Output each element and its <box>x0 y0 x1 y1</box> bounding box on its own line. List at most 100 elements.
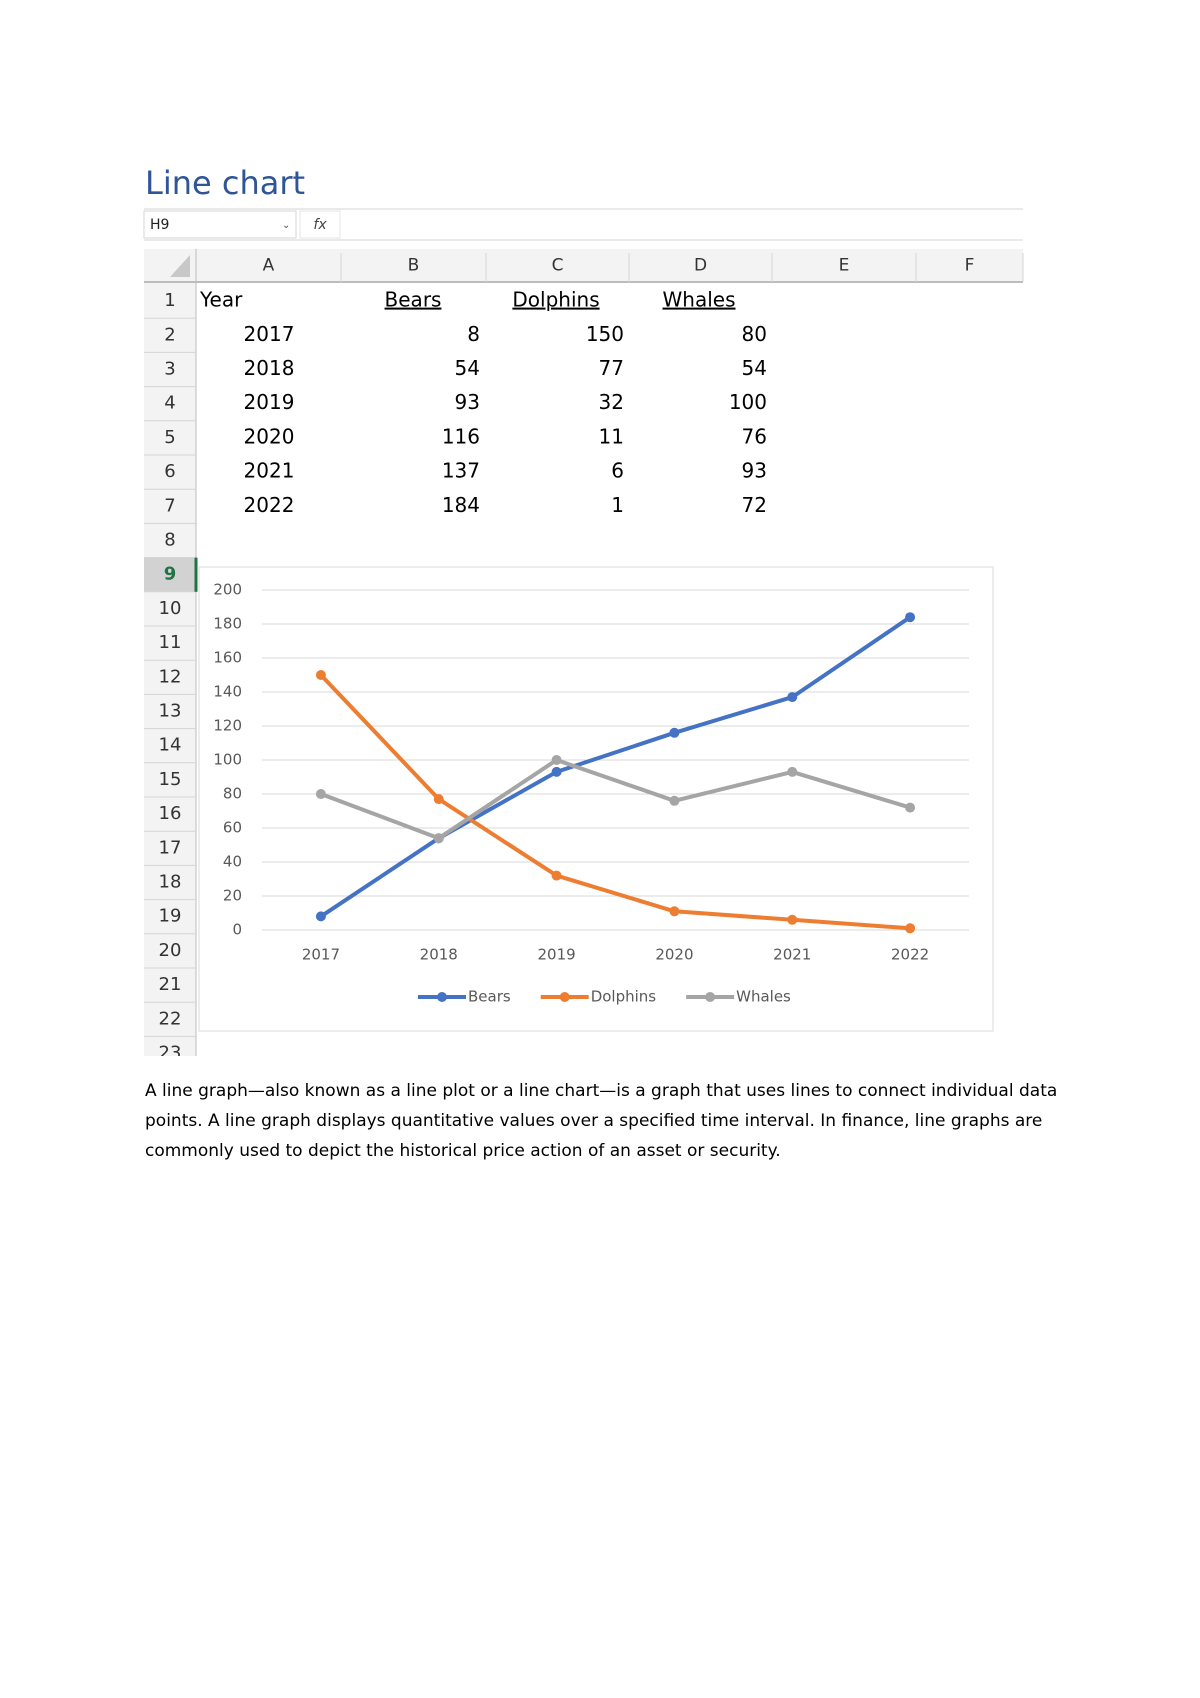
y-tick-label: 60 <box>223 819 242 837</box>
row-number: 5 <box>164 427 175 448</box>
cell: 93 <box>455 390 480 414</box>
row-number: 11 <box>159 632 182 653</box>
x-tick-label: 2018 <box>420 946 458 964</box>
cell: 150 <box>586 322 624 346</box>
x-tick-label: 2017 <box>302 946 340 964</box>
row-number: 16 <box>159 803 182 824</box>
row-number: 22 <box>159 1008 182 1029</box>
series-line <box>319 615 912 919</box>
legend-label: Bears <box>468 988 511 1006</box>
y-tick-label: 180 <box>213 615 242 633</box>
row-number: 1 <box>164 290 175 311</box>
data-point <box>551 766 562 777</box>
y-tick-label: 100 <box>213 751 242 769</box>
cell: 2020 <box>244 424 295 448</box>
legend-label: Whales <box>736 988 791 1006</box>
cell: 2018 <box>244 356 295 380</box>
row-number: 20 <box>159 940 182 961</box>
row-number: 3 <box>164 359 175 380</box>
x-tick-label: 2021 <box>773 946 811 964</box>
data-point <box>551 870 562 881</box>
cell: 72 <box>742 493 767 517</box>
row-number: 15 <box>159 769 182 790</box>
paragraph: A line graph—also known as a line plot o… <box>145 1081 1058 1161</box>
dropdown-arrow: ⌄ <box>282 220 290 231</box>
row-number: 17 <box>159 837 182 858</box>
row-number: 23 <box>159 1043 182 1064</box>
y-tick-label: 120 <box>213 717 242 735</box>
cell: 6 <box>611 459 624 483</box>
data-point <box>315 789 326 799</box>
row-number: 6 <box>164 461 175 482</box>
x-tick-label: 2020 <box>655 946 693 964</box>
y-tick-label: 140 <box>213 683 242 701</box>
column-header-bg <box>144 249 1023 282</box>
cell-header: Bears <box>385 288 442 312</box>
legend-marker <box>705 992 716 1002</box>
column-header: D <box>694 256 707 276</box>
row-number: 18 <box>159 872 182 893</box>
row-number: 12 <box>159 666 182 687</box>
data-point <box>905 923 916 934</box>
legend-label: Dolphins <box>591 988 657 1006</box>
data-point <box>669 906 680 917</box>
fx-icon: fx <box>313 217 327 233</box>
cell: 2019 <box>244 390 295 414</box>
row-number: 8 <box>164 530 175 551</box>
cell: 54 <box>742 356 767 380</box>
y-tick-label: 80 <box>223 785 242 803</box>
data-point <box>315 670 326 680</box>
data-point <box>551 755 562 765</box>
row-number: 7 <box>164 495 175 516</box>
cell: 32 <box>599 390 624 414</box>
data-point <box>669 727 680 738</box>
cell: 184 <box>442 493 480 517</box>
row-number: 19 <box>159 906 182 927</box>
series-line <box>320 758 911 841</box>
cell: 2021 <box>244 459 295 483</box>
name-box-text: H9 <box>150 217 169 233</box>
data-point <box>787 692 798 703</box>
y-tick-label: 0 <box>232 921 242 939</box>
cell: 116 <box>442 424 480 448</box>
cell-header: Whales <box>663 288 736 312</box>
selected-row-header <box>144 557 196 592</box>
y-tick-label: 200 <box>213 581 242 599</box>
name-box <box>143 210 297 239</box>
cell: 77 <box>599 356 624 380</box>
row-number: 14 <box>159 735 182 756</box>
row-number: 4 <box>164 393 175 414</box>
x-tick-label: 2019 <box>537 946 575 964</box>
select-all-triangle <box>170 255 190 277</box>
heading: Line chart <box>145 164 306 202</box>
column-header: F <box>965 256 975 276</box>
row-number: 9 <box>164 564 177 585</box>
row-number: 2 <box>164 324 175 345</box>
series-line <box>319 673 911 931</box>
data-point <box>669 795 680 806</box>
cell: 8 <box>467 322 480 346</box>
data-point <box>787 914 798 925</box>
column-header: A <box>263 256 275 276</box>
spreadsheet-screenshot: H9 ⌄ fxA B C D E F12345678910111213141516171819… <box>143 208 1024 1064</box>
data-point <box>787 766 798 777</box>
cell: 11 <box>599 424 624 448</box>
data-point <box>433 794 444 805</box>
cell-header: Year <box>199 288 243 312</box>
cell: 2017 <box>244 322 295 346</box>
legend-marker <box>559 992 570 1002</box>
cell: 76 <box>742 424 767 448</box>
y-tick-label: 40 <box>223 853 242 871</box>
cell: 1 <box>611 493 624 517</box>
data-point <box>433 833 444 844</box>
cell-header: Dolphins <box>512 288 599 312</box>
y-tick-label: 160 <box>213 649 242 667</box>
legend-marker <box>437 992 447 1002</box>
row-number: 21 <box>159 974 182 995</box>
cell: 93 <box>742 459 767 483</box>
cell: 80 <box>742 322 767 346</box>
cell: 100 <box>729 390 767 414</box>
data-point <box>905 802 916 813</box>
column-header: E <box>839 256 850 276</box>
cell: 137 <box>442 459 480 483</box>
